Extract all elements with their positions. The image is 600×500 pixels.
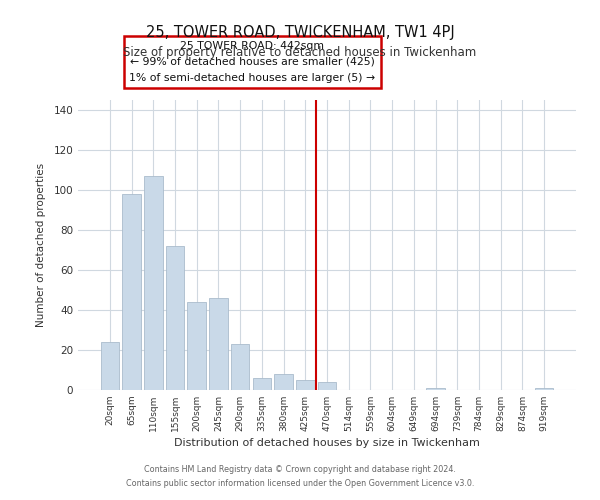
Bar: [122, 194, 141, 390]
Bar: [274, 374, 293, 390]
Y-axis label: Number of detached properties: Number of detached properties: [37, 163, 46, 327]
Bar: [296, 380, 314, 390]
Text: 25 TOWER ROAD: 442sqm
← 99% of detached houses are smaller (425)
1% of semi-deta: 25 TOWER ROAD: 442sqm ← 99% of detached …: [129, 42, 376, 82]
Bar: [209, 298, 227, 390]
Text: Contains HM Land Registry data © Crown copyright and database right 2024.
Contai: Contains HM Land Registry data © Crown c…: [126, 466, 474, 487]
Bar: [318, 382, 336, 390]
Bar: [166, 246, 184, 390]
Text: 25, TOWER ROAD, TWICKENHAM, TW1 4PJ: 25, TOWER ROAD, TWICKENHAM, TW1 4PJ: [146, 25, 454, 40]
Bar: [101, 342, 119, 390]
Bar: [253, 378, 271, 390]
X-axis label: Distribution of detached houses by size in Twickenham: Distribution of detached houses by size …: [174, 438, 480, 448]
Bar: [187, 302, 206, 390]
Bar: [231, 344, 250, 390]
Bar: [535, 388, 553, 390]
Bar: [427, 388, 445, 390]
Text: Size of property relative to detached houses in Twickenham: Size of property relative to detached ho…: [124, 46, 476, 59]
Bar: [144, 176, 163, 390]
